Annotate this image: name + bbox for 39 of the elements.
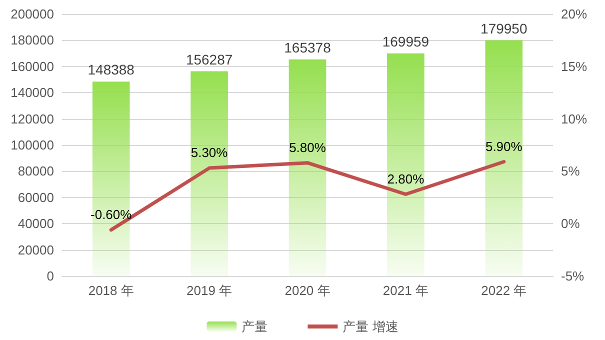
legend-label: 产量 <box>242 319 268 334</box>
y2-tick-label: 5% <box>561 164 580 179</box>
y-tick-label: 0 <box>46 268 54 284</box>
data-label: -0.60% <box>90 206 132 222</box>
data-label: 148388 <box>88 62 135 78</box>
y2-tick-label: 20% <box>561 6 588 22</box>
data-label: 5.90% <box>485 138 523 154</box>
x-tick-label: 2019 年 <box>186 283 232 298</box>
y-tick-label: 120000 <box>10 111 54 126</box>
data-label: 169959 <box>382 33 430 50</box>
y2-tick-label: 15% <box>561 58 588 74</box>
x-tick-label: 2020 年 <box>284 283 330 298</box>
x-tick-label: 2018 年 <box>88 283 134 298</box>
y-tick-label: 100000 <box>10 138 54 152</box>
y-tick-label: 80000 <box>18 164 54 179</box>
data-label: 5.30% <box>190 145 228 160</box>
y-tick-label: 20000 <box>18 242 54 258</box>
y2-tick-label: -5% <box>561 268 585 284</box>
bar <box>485 40 523 276</box>
y2-tick-label: 10% <box>561 111 588 126</box>
data-label: 165378 <box>284 39 332 56</box>
bar <box>92 82 130 276</box>
bar <box>288 59 326 276</box>
y-tick-label: 160000 <box>10 58 54 74</box>
x-tick-label: 2022 年 <box>481 283 527 298</box>
data-label: 156287 <box>186 51 233 68</box>
x-tick-label: 2021 年 <box>382 283 428 298</box>
y-tick-label: 40000 <box>18 216 54 232</box>
data-label: 179950 <box>480 20 528 36</box>
y-tick-label: 180000 <box>10 32 54 48</box>
y-tick-label: 200000 <box>10 6 54 22</box>
bar <box>387 53 424 276</box>
y-tick-label: 140000 <box>10 85 54 100</box>
data-label: 2.80% <box>387 171 425 186</box>
bar <box>190 71 228 276</box>
y-tick-label: 60000 <box>18 190 54 205</box>
data-label: 5.80% <box>289 140 326 155</box>
y2-tick-label: 0% <box>561 216 580 232</box>
legend-label: 产量 增速 <box>342 319 398 334</box>
